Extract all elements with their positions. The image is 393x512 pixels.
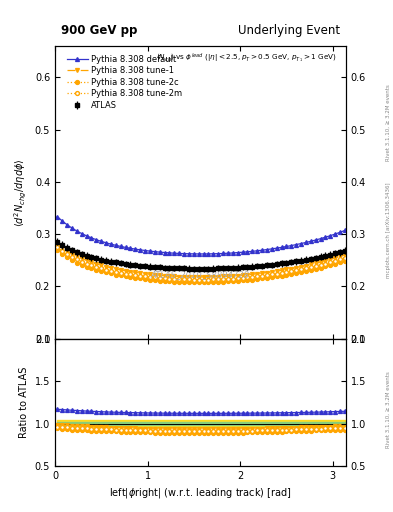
Pythia 8.308 default (148, 248, 152, 254)
Pythia 8.308 tune-2c (240, 278, 245, 284)
Text: 900 GeV pp: 900 GeV pp (61, 24, 137, 37)
Y-axis label: $\langle d^2 N_{chg}/d\eta d\phi \rangle$: $\langle d^2 N_{chg}/d\eta d\phi \rangle… (13, 158, 29, 227)
Pythia 8.308 tune-1 (55, 241, 60, 247)
Pythia 8.308 tune-2c (148, 276, 152, 283)
Line: Pythia 8.308 default: Pythia 8.308 default (55, 215, 347, 256)
Pythia 8.308 tune-2c (55, 247, 60, 253)
Pythia 8.308 tune-2m (128, 271, 133, 278)
Pythia 8.308 tune-2c (128, 274, 133, 280)
Text: Underlying Event: Underlying Event (238, 24, 340, 37)
Pythia 8.308 tune-2m (138, 273, 143, 279)
Pythia 8.308 tune-2m (104, 266, 108, 272)
Pythia 8.308 tune-1 (343, 252, 347, 258)
Pythia 8.308 default (240, 249, 245, 255)
Pythia 8.308 tune-1 (104, 264, 108, 270)
Pythia 8.308 tune-2m (55, 244, 60, 250)
Line: Pythia 8.308 tune-2m: Pythia 8.308 tune-2m (55, 245, 347, 282)
Text: ATLAS_2010_S8894728: ATLAS_2010_S8894728 (151, 270, 250, 279)
Pythia 8.308 tune-2m (240, 275, 245, 281)
Line: Pythia 8.308 tune-2c: Pythia 8.308 tune-2c (55, 248, 347, 284)
Y-axis label: Ratio to ATLAS: Ratio to ATLAS (19, 367, 29, 438)
Pythia 8.308 tune-2m (152, 274, 157, 281)
Text: Rivet 3.1.10, ≥ 3.2M events: Rivet 3.1.10, ≥ 3.2M events (386, 371, 391, 448)
Pythia 8.308 tune-2c (104, 269, 108, 275)
Pythia 8.308 default (152, 248, 157, 254)
Pythia 8.308 tune-2m (148, 274, 152, 280)
Pythia 8.308 tune-1 (240, 272, 245, 279)
Line: Pythia 8.308 tune-1: Pythia 8.308 tune-1 (55, 242, 347, 279)
Text: $\langle N_{ch}\rangle$ vs $\phi^{lead}$ ($|\eta| < 2.5, p_T > 0.5$ GeV, $p_{T_1: $\langle N_{ch}\rangle$ vs $\phi^{lead}$… (156, 52, 337, 65)
X-axis label: left|$\phi$right| (w.r.t. leading track) [rad]: left|$\phi$right| (w.r.t. leading track)… (109, 486, 292, 500)
Pythia 8.308 default (201, 251, 206, 257)
Pythia 8.308 tune-1 (148, 271, 152, 278)
Pythia 8.308 tune-2c (196, 279, 201, 285)
Pythia 8.308 tune-2c (343, 258, 347, 264)
Pythia 8.308 tune-2c (152, 277, 157, 283)
Pythia 8.308 tune-1 (152, 272, 157, 278)
Pythia 8.308 tune-1 (196, 274, 201, 280)
Text: Rivet 3.1.10, ≥ 3.2M events: Rivet 3.1.10, ≥ 3.2M events (386, 84, 391, 161)
Pythia 8.308 default (128, 245, 133, 251)
Legend: Pythia 8.308 default, Pythia 8.308 tune-1, Pythia 8.308 tune-2c, Pythia 8.308 tu: Pythia 8.308 default, Pythia 8.308 tune-… (65, 53, 184, 112)
Pythia 8.308 default (104, 240, 108, 246)
Pythia 8.308 tune-1 (128, 269, 133, 275)
Text: mcplots.cern.ch [arXiv:1306.3436]: mcplots.cern.ch [arXiv:1306.3436] (386, 183, 391, 278)
Pythia 8.308 default (138, 247, 143, 253)
Pythia 8.308 tune-2m (196, 276, 201, 283)
Pythia 8.308 tune-2m (343, 254, 347, 261)
Pythia 8.308 default (343, 227, 347, 233)
Pythia 8.308 default (55, 214, 60, 220)
Pythia 8.308 tune-1 (138, 270, 143, 276)
Pythia 8.308 tune-2c (138, 275, 143, 282)
